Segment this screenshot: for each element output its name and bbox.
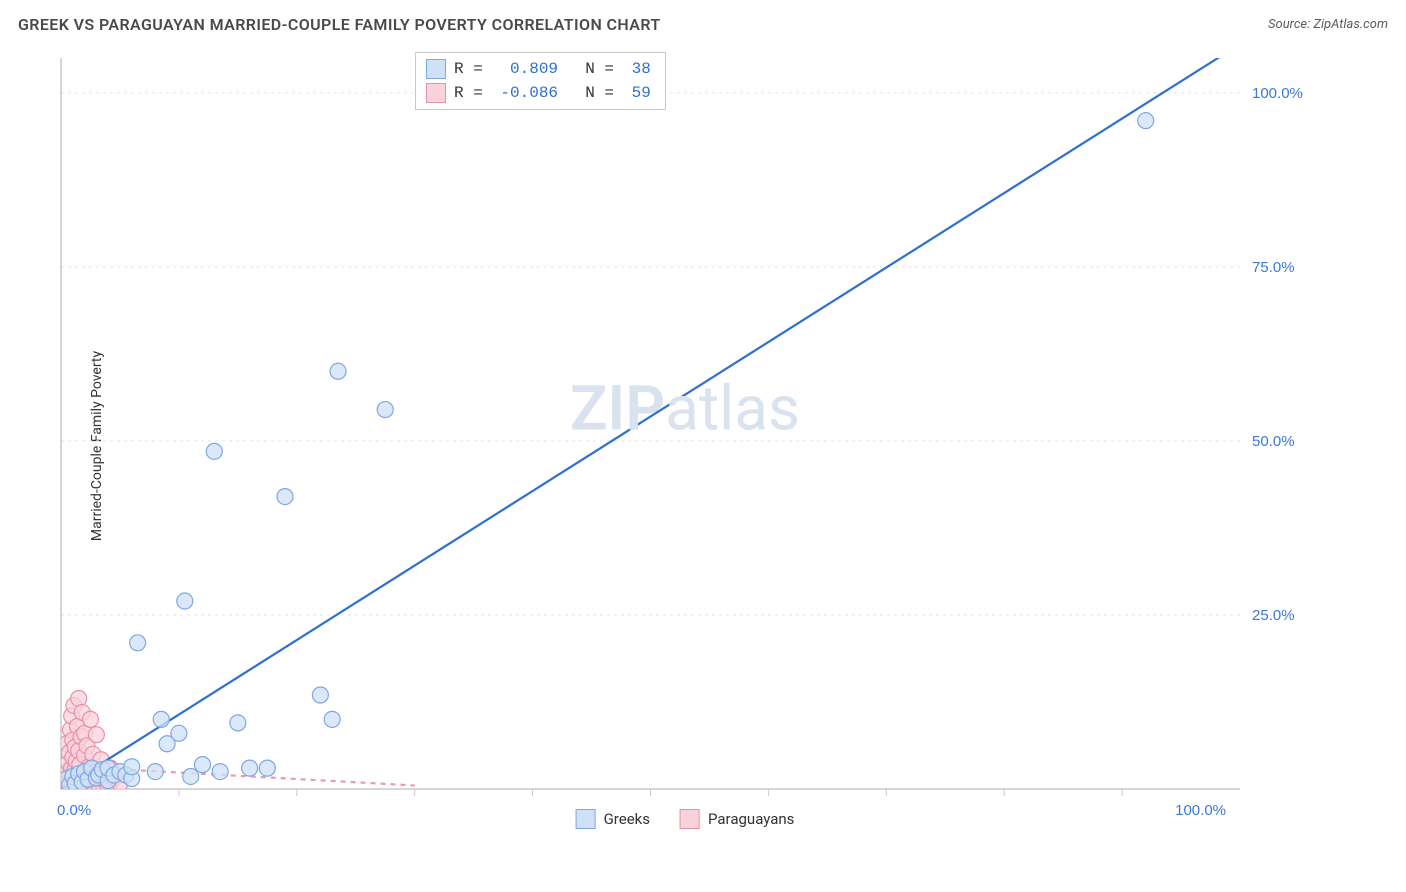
r-label: R = xyxy=(454,57,492,81)
n-label: N = xyxy=(566,57,624,81)
legend-row-greeks: R = 0.809 N = 38 xyxy=(426,57,651,81)
scatter-plot-svg: 25.0% 50.0% 75.0% 100.0% 0.0% 100.0% xyxy=(55,52,1315,827)
chart-title: GREEK VS PARAGUAYAN MARRIED-COUPLE FAMIL… xyxy=(18,15,661,34)
swatch-greeks xyxy=(576,809,596,829)
svg-text:75.0%: 75.0% xyxy=(1252,259,1295,276)
svg-text:50.0%: 50.0% xyxy=(1252,433,1295,450)
svg-text:100.0%: 100.0% xyxy=(1175,802,1226,819)
legend-item-paraguayans: Paraguayans xyxy=(680,809,794,829)
svg-text:100.0%: 100.0% xyxy=(1252,85,1303,102)
header-bar: GREEK VS PARAGUAYAN MARRIED-COUPLE FAMIL… xyxy=(18,10,1388,38)
legend-label-greeks: Greeks xyxy=(604,810,650,828)
n-label: N = xyxy=(566,81,624,105)
swatch-greeks xyxy=(426,59,446,79)
swatch-paraguayans xyxy=(426,83,446,103)
source-name: ZipAtlas.com xyxy=(1313,17,1388,32)
source-attribution: Source: ZipAtlas.com xyxy=(1268,17,1388,32)
series-legend: Greeks Paraguayans xyxy=(576,809,795,829)
legend-label-paraguayans: Paraguayans xyxy=(708,810,794,828)
svg-text:0.0%: 0.0% xyxy=(57,802,91,819)
r-value-paraguayans: -0.086 xyxy=(500,81,558,105)
source-prefix: Source: xyxy=(1268,17,1313,32)
plot-area: ZIPatlas 25.0%50.0%75.0%100.0%0.0%100.0%… xyxy=(55,52,1315,827)
legend-row-paraguayans: R = -0.086 N = 59 xyxy=(426,81,651,105)
n-value-greeks: 38 xyxy=(632,57,651,81)
r-value-greeks: 0.809 xyxy=(500,57,558,81)
legend-item-greeks: Greeks xyxy=(576,809,650,829)
swatch-paraguayans xyxy=(680,809,700,829)
svg-text:25.0%: 25.0% xyxy=(1252,607,1295,624)
correlation-legend: R = 0.809 N = 38 R = -0.086 N = 59 xyxy=(415,52,666,110)
r-label: R = xyxy=(454,81,492,105)
n-value-paraguayans: 59 xyxy=(632,81,651,105)
